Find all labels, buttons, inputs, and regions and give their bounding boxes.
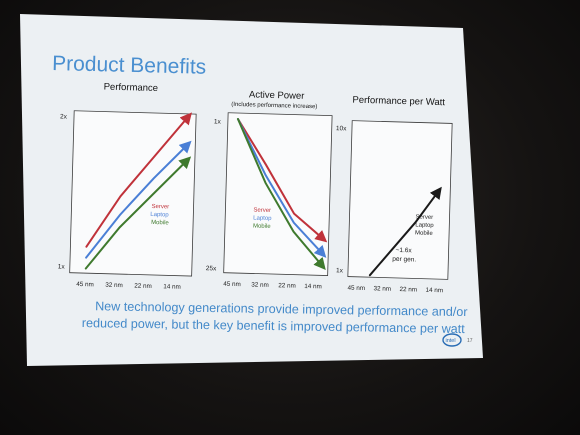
perf-per-watt-xtick-45nm: 45 nm — [347, 285, 365, 292]
perf-per-watt-xtick-32nm: 32 nm — [373, 285, 391, 292]
performance-ytick-bottom: 1x — [58, 263, 66, 270]
perf-per-watt-ytick-bottom: 1x — [336, 267, 344, 274]
perf-per-watt-annotation-per-gen: per gen. — [392, 256, 416, 264]
active-power-series-mobile — [236, 118, 326, 271]
active-power-xtick-14nm: 14 nm — [304, 283, 322, 290]
intel-logo-text: intel — [446, 338, 456, 344]
perf-per-watt-chart-title: Performance per Watt — [352, 95, 445, 109]
perf-per-watt-series-server-laptop-mobile — [368, 186, 442, 277]
perf-per-watt-chart: Performance per Watt 10x 1x Server Lapto… — [336, 95, 453, 294]
intel-logo: intel — [442, 333, 462, 347]
active-power-legend-laptop: Laptop — [253, 215, 272, 222]
active-power-legend-server: Server — [253, 207, 271, 213]
performance-ytick-top: 2x — [60, 113, 68, 120]
performance-plot-area — [69, 110, 197, 277]
perf-per-watt-xtick-14nm: 14 nm — [425, 287, 443, 294]
performance-chart: Performance 2x 1x Server Laptop Mobile 4… — [58, 82, 197, 291]
caption-line-2: reduced power, but the key benefit is im… — [82, 316, 466, 336]
active-power-legend-mobile: Mobile — [253, 223, 271, 230]
active-power-series-server — [236, 118, 328, 243]
caption-line-1: New technology generations provide impro… — [95, 299, 468, 319]
active-power-chart-subtitle: (Includes performance increase) — [231, 102, 317, 110]
perf-per-watt-legend-server: Server — [415, 214, 433, 220]
perf-per-watt-xtick-22nm: 22 nm — [399, 286, 417, 293]
performance-series-laptop — [85, 140, 192, 259]
performance-xtick-32nm: 32 nm — [105, 282, 123, 289]
active-power-series-laptop — [236, 118, 327, 258]
performance-chart-title: Performance — [104, 82, 159, 95]
slide-title: Product Benefits — [52, 52, 207, 79]
slide-caption: New technology generations provide impro… — [82, 299, 468, 336]
active-power-ytick-top: 1x — [214, 118, 222, 125]
perf-per-watt-plot-area — [347, 120, 453, 280]
performance-xtick-22nm: 22 nm — [134, 282, 152, 289]
performance-xtick-45nm: 45 nm — [76, 281, 94, 288]
slide-page-number: 17 — [467, 338, 473, 344]
active-power-ytick-bottom: 25x — [206, 265, 217, 272]
perf-per-watt-legend-mobile: Mobile — [415, 230, 433, 237]
perf-per-watt-annotation-rate: ~1.6x — [395, 247, 412, 254]
performance-legend-laptop: Laptop — [150, 212, 169, 219]
active-power-xtick-32nm: 32 nm — [251, 281, 269, 288]
performance-legend-server: Server — [151, 204, 169, 210]
perf-per-watt-legend-laptop: Laptop — [415, 222, 434, 229]
active-power-chart-title: Active Power — [249, 89, 305, 102]
perf-per-watt-ytick-top: 10x — [336, 125, 347, 132]
performance-xtick-14nm: 14 nm — [163, 283, 181, 290]
active-power-chart: Active Power (Includes performance incre… — [206, 89, 333, 290]
active-power-xtick-45nm: 45 nm — [223, 281, 241, 288]
performance-series-mobile — [84, 156, 192, 270]
performance-legend-mobile: Mobile — [151, 220, 169, 227]
active-power-xtick-22nm: 22 nm — [278, 282, 296, 289]
performance-series-server — [85, 112, 192, 248]
